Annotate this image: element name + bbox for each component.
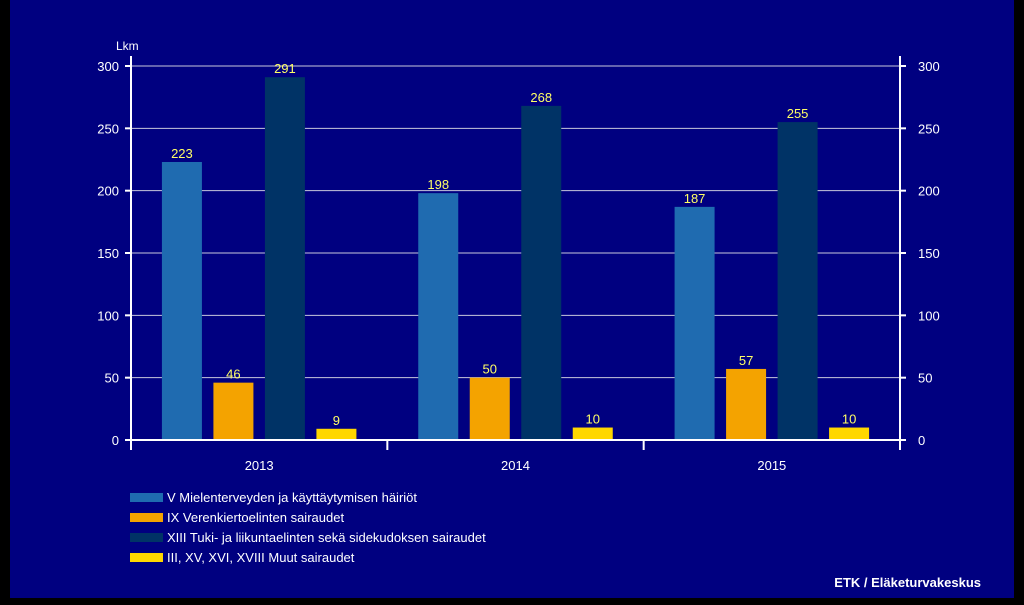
bar: [264, 77, 305, 440]
y-tick-label-right: 100: [918, 308, 940, 323]
bar: [726, 368, 767, 440]
legend-label: V Mielenterveyden ja käyttäytymisen häir…: [167, 489, 418, 505]
data-label: 268: [530, 90, 552, 105]
legend-label: XIII Tuki- ja liikuntaelinten sekä sidek…: [167, 529, 486, 545]
y-tick-label-left: 200: [97, 184, 119, 199]
x-tick-label: 2014: [501, 458, 530, 473]
legend-swatch: [130, 492, 163, 502]
y-tick-label-left: 0: [112, 433, 119, 448]
y-tick-label-left: 100: [97, 308, 119, 323]
data-label: 187: [684, 191, 706, 206]
bar: [213, 382, 254, 440]
data-label: 9: [333, 413, 340, 428]
x-tick-label: 2013: [245, 458, 274, 473]
y-tick-label-right: 0: [918, 433, 925, 448]
legend: V Mielenterveyden ja käyttäytymisen häir…: [130, 487, 486, 567]
legend-label: IX Verenkiertoelinten sairaudet: [167, 509, 345, 525]
data-label: 291: [274, 61, 296, 76]
x-tick-label: 2015: [757, 458, 786, 473]
bar: [521, 105, 562, 440]
legend-swatch: [130, 552, 163, 562]
bar: [829, 427, 870, 440]
data-label: 223: [171, 146, 193, 161]
data-label: 10: [586, 412, 600, 427]
data-labels: 223 46 291 9 198 50 268 10 187 57 255 10: [171, 61, 856, 428]
data-label: 10: [842, 412, 856, 427]
data-label: 255: [787, 106, 809, 121]
legend-item: XIII Tuki- ja liikuntaelinten sekä sidek…: [130, 527, 486, 547]
y-axis-left-ticks: 0 50 100 150 200 250 300: [97, 59, 131, 448]
gridlines: [131, 65, 900, 379]
legend-item: IX Verenkiertoelinten sairaudet: [130, 507, 486, 527]
data-label: 46: [226, 367, 240, 382]
bars: [161, 77, 870, 440]
y-tick-label-right: 50: [918, 371, 932, 386]
source-credit: ETK / Eläketurvakeskus: [834, 575, 981, 590]
legend-swatch: [130, 512, 163, 522]
bar: [674, 206, 715, 440]
y-tick-label-right: 150: [918, 246, 940, 261]
data-label: 198: [427, 177, 449, 192]
data-label: 50: [483, 362, 497, 377]
y-tick-label-left: 50: [105, 371, 119, 386]
bar: [777, 122, 818, 440]
legend-item: III, XV, XVI, XVIII Muut sairaudet: [130, 547, 486, 567]
bar: [418, 193, 459, 440]
legend-label: III, XV, XVI, XVIII Muut sairaudet: [167, 549, 355, 565]
x-axis-ticks: 2013 2014 2015: [130, 440, 901, 473]
bar: [469, 377, 510, 440]
bar: [161, 161, 202, 440]
legend-item: V Mielenterveyden ja käyttäytymisen häir…: [130, 487, 486, 507]
y-tick-label-right: 300: [918, 59, 940, 74]
legend-swatch: [130, 532, 163, 542]
y-tick-label-left: 250: [97, 121, 119, 136]
y-tick-label-left: 300: [97, 59, 119, 74]
y-tick-label-left: 150: [97, 246, 119, 261]
y-tick-label-right: 200: [918, 184, 940, 199]
y-axis-unit-label: Lkm: [116, 39, 139, 53]
bar: [572, 427, 613, 440]
data-label: 57: [739, 353, 753, 368]
bar: [316, 428, 357, 440]
y-axis-right-ticks: 0 50 100 150 200 250 300: [900, 59, 940, 448]
y-tick-label-right: 250: [918, 121, 940, 136]
